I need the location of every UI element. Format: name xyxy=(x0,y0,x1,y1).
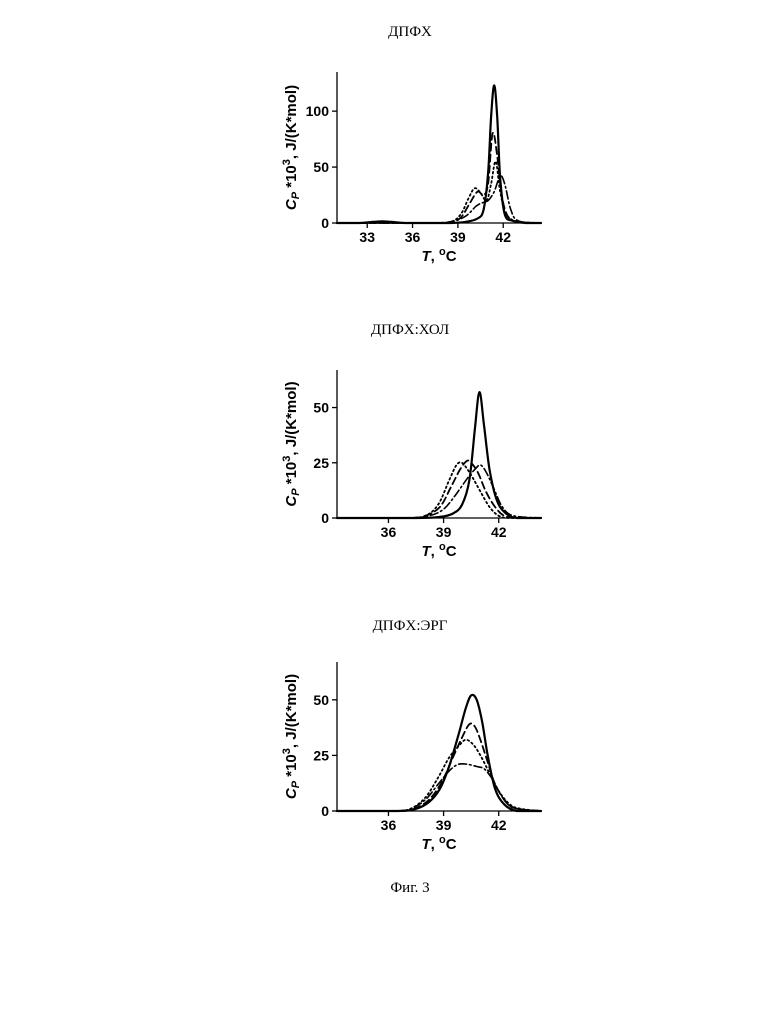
series-line-dashdot xyxy=(337,465,541,518)
x-tick-label: 33 xyxy=(359,229,375,245)
series-line-dotted xyxy=(337,161,541,223)
chart-2: 36 39 42 0 25 50 T, oC CP *103, J/(K*mol) xyxy=(0,340,780,610)
y-axis-label: CP *103, J/(K*mol) xyxy=(281,674,302,799)
axes-frame xyxy=(337,72,541,223)
series-line-dashdot xyxy=(337,176,541,223)
x-axis-label: T, oC xyxy=(421,541,456,560)
x-tick-label: 36 xyxy=(381,817,397,833)
series-line-solid xyxy=(337,85,541,223)
series-line-dashed xyxy=(337,723,541,811)
chart-1-title: ДПФХ xyxy=(0,24,780,41)
chart-3-title: ДПФХ:ЭРГ xyxy=(0,618,780,635)
x-tick-label: 42 xyxy=(495,229,511,245)
x-tick-label: 42 xyxy=(491,817,507,833)
y-tick-label: 50 xyxy=(313,159,329,175)
x-tick-label: 39 xyxy=(450,229,466,245)
x-tick-label: 36 xyxy=(381,524,397,540)
y-tick-label: 25 xyxy=(313,455,329,471)
series-line-solid xyxy=(337,392,541,518)
chart-1: 33 36 39 42 0 50 100 T, oC CP *103, J/(K*mol) xyxy=(0,40,780,310)
x-tick-label: 36 xyxy=(405,229,421,245)
y-tick-label: 50 xyxy=(313,400,329,416)
figure-caption: Фиг. 3 xyxy=(0,880,780,897)
axes-frame xyxy=(337,370,541,518)
y-tick-label: 50 xyxy=(313,692,329,708)
y-tick-label: 0 xyxy=(321,803,329,819)
y-tick-label: 25 xyxy=(313,747,329,763)
y-tick-label: 0 xyxy=(321,215,329,231)
y-axis-label: CP *103, J/(K*mol) xyxy=(281,381,302,506)
x-axis-label: T, oC xyxy=(421,834,456,853)
chart-2-title: ДПФХ:ХОЛ xyxy=(0,322,780,339)
y-tick-label: 0 xyxy=(321,510,329,526)
x-tick-label: 42 xyxy=(491,524,507,540)
series-line-dashed xyxy=(337,460,541,518)
x-tick-label: 39 xyxy=(436,817,452,833)
series-line-dotted xyxy=(337,462,541,518)
series-line-solid xyxy=(337,695,541,811)
series-line-dotted xyxy=(337,740,541,811)
y-axis-label: CP *103, J/(K*mol) xyxy=(281,85,302,210)
chart-3: 36 39 42 0 25 50 T, oC CP *103, J/(K*mol) xyxy=(0,635,780,905)
x-axis-label: T, oC xyxy=(421,246,456,265)
y-tick-label: 100 xyxy=(306,103,330,119)
x-tick-label: 39 xyxy=(436,524,452,540)
